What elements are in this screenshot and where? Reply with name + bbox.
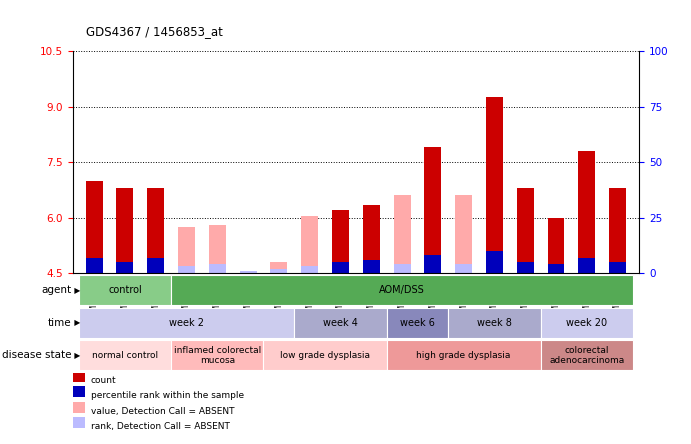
Text: time: time [48,318,71,328]
Bar [486,97,503,273]
Text: control: control [108,285,142,295]
Bar [486,251,503,273]
Bar [171,275,633,305]
Bar [547,218,565,273]
Bar [387,340,540,370]
Bar [424,255,442,273]
Bar [117,262,133,273]
Text: inflamed colorectal
mucosa: inflamed colorectal mucosa [173,345,261,365]
Text: normal control: normal control [92,351,158,360]
Bar [332,210,349,273]
Bar [363,205,380,273]
Bar [455,264,472,273]
Bar [209,264,226,273]
Bar [263,340,387,370]
Bar [578,151,595,273]
Text: week 20: week 20 [566,318,607,328]
Bar [578,258,595,273]
Text: week 8: week 8 [477,318,512,328]
Bar [178,266,195,273]
Bar [86,258,102,273]
Text: ▶: ▶ [72,318,80,327]
Bar [240,271,256,273]
Bar [294,308,387,338]
Bar [86,181,102,273]
Bar [117,188,133,273]
Bar [609,188,626,273]
Text: GDS4367 / 1456853_at: GDS4367 / 1456853_at [86,25,223,38]
Bar [301,216,318,273]
Text: percentile rank within the sample: percentile rank within the sample [91,391,244,400]
Bar [609,262,626,273]
Bar [240,271,256,273]
Bar [455,195,472,273]
Bar [270,262,287,273]
Text: AOM/DSS: AOM/DSS [379,285,425,295]
Bar [301,266,318,273]
Text: colorectal
adenocarcinoma: colorectal adenocarcinoma [549,345,625,365]
Bar [147,258,164,273]
Text: agent: agent [41,285,71,295]
Bar [73,371,85,382]
Bar [209,225,226,273]
Bar [448,308,540,338]
Text: ▶: ▶ [72,286,80,295]
Bar [547,264,565,273]
Bar [517,262,533,273]
Bar [517,188,533,273]
Text: week 4: week 4 [323,318,358,328]
Bar [363,260,380,273]
Bar [394,264,410,273]
Bar [73,402,85,413]
Bar [540,308,633,338]
Text: count: count [91,376,116,385]
Bar [178,227,195,273]
Bar [394,195,410,273]
Bar [424,147,442,273]
Bar [270,269,287,273]
Bar [332,262,349,273]
Text: week 6: week 6 [400,318,435,328]
Bar [171,340,263,370]
Text: rank, Detection Call = ABSENT: rank, Detection Call = ABSENT [91,422,229,431]
Text: week 2: week 2 [169,318,204,328]
Bar [73,417,85,428]
Text: ▶: ▶ [72,351,80,360]
Text: high grade dysplasia: high grade dysplasia [417,351,511,360]
Bar [79,308,294,338]
Bar [387,308,448,338]
Text: value, Detection Call = ABSENT: value, Detection Call = ABSENT [91,407,234,416]
Bar [79,340,171,370]
Bar [79,275,171,305]
Text: disease state: disease state [1,350,71,360]
Bar [147,188,164,273]
Bar [540,340,633,370]
Bar [73,386,85,397]
Text: low grade dysplasia: low grade dysplasia [280,351,370,360]
